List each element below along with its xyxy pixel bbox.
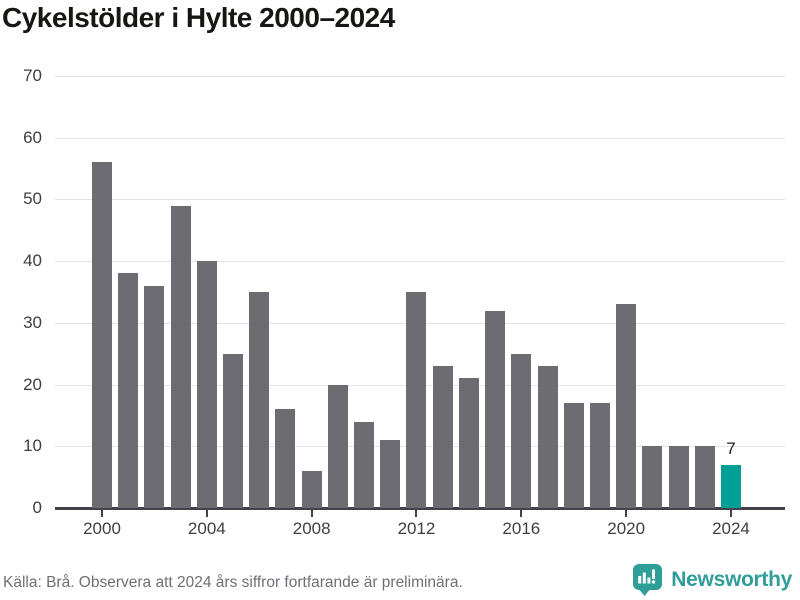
- gridline: [55, 76, 785, 77]
- bar: [511, 353, 532, 508]
- y-tick-label: 50: [23, 189, 42, 209]
- bar: [249, 292, 270, 508]
- x-tick-mark: [101, 510, 103, 517]
- bar: [275, 409, 296, 508]
- x-tick-mark: [625, 510, 628, 517]
- bar: [589, 403, 610, 508]
- highlight-value-label: 7: [726, 438, 736, 458]
- newsworthy-bubble-chart-icon: [633, 564, 663, 596]
- bar: [616, 304, 637, 508]
- bar: [406, 292, 427, 508]
- x-tick-label: 2004: [187, 519, 226, 538]
- bar: [118, 273, 139, 508]
- y-tick-label: 20: [23, 374, 42, 394]
- bar: [458, 378, 479, 508]
- y-tick-label: 70: [23, 66, 42, 85]
- y-tick-label: 40: [23, 251, 42, 271]
- bar: [694, 446, 715, 508]
- gridline: [55, 199, 785, 201]
- bar: [223, 353, 244, 508]
- bar: [327, 384, 348, 508]
- x-tick-label: 2016: [502, 519, 541, 538]
- x-tick-label: 2000: [83, 519, 121, 538]
- bar: [380, 440, 401, 508]
- x-tick-label: 2012: [397, 519, 436, 538]
- bar: [144, 285, 165, 508]
- bar: [354, 421, 375, 508]
- x-tick-label: 2024: [712, 519, 750, 538]
- bar: [537, 366, 558, 508]
- bar: [92, 162, 112, 508]
- newsworthy-logo-text: Newsworthy: [671, 568, 792, 591]
- bar: [668, 446, 689, 508]
- newsworthy-logo: Newsworthy: [633, 564, 792, 596]
- x-axis-line: [55, 507, 785, 510]
- x-tick-label: 2020: [607, 519, 646, 538]
- page-title: Cykelstölder i Hylte 2000–2024: [2, 2, 395, 33]
- y-tick-label: 60: [23, 127, 42, 147]
- bar: [432, 366, 453, 508]
- y-tick-label: 30: [23, 312, 42, 332]
- x-tick-label: 2008: [292, 519, 331, 538]
- bar: [563, 403, 584, 508]
- bar: [170, 205, 191, 508]
- y-tick-label: 0: [32, 498, 42, 517]
- x-tick-mark: [729, 510, 732, 517]
- bar: [642, 446, 663, 508]
- bar: [196, 261, 217, 508]
- bar: [485, 310, 506, 508]
- source-note: Källa: Brå. Observera att 2024 års siffr…: [3, 574, 463, 591]
- gridline: [55, 261, 785, 263]
- x-tick-mark: [520, 510, 523, 517]
- bar: [720, 464, 741, 508]
- x-tick-mark: [415, 510, 418, 517]
- x-tick-mark: [310, 510, 313, 517]
- gridline: [55, 137, 785, 139]
- y-tick-label: 10: [23, 436, 42, 456]
- x-tick-mark: [205, 510, 208, 517]
- bar: [301, 470, 322, 508]
